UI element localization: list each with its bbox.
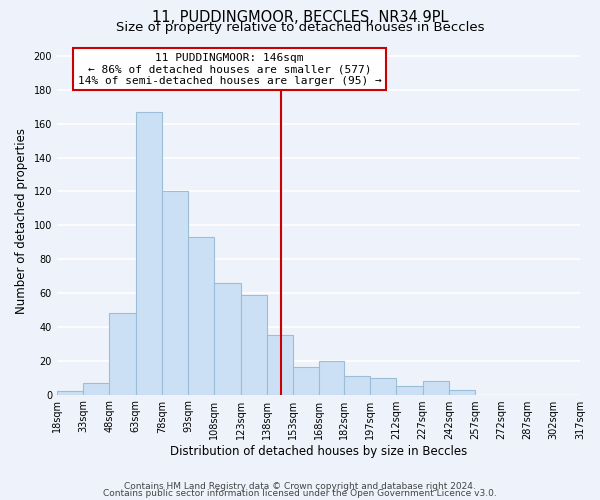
Text: Size of property relative to detached houses in Beccles: Size of property relative to detached ho… (116, 21, 484, 34)
Bar (188, 237, 214, 394)
Text: 11, PUDDINGMOOR, BECCLES, NR34 9PL: 11, PUDDINGMOOR, BECCLES, NR34 9PL (152, 10, 448, 25)
Text: Contains public sector information licensed under the Open Government Licence v3: Contains public sector information licen… (103, 489, 497, 498)
Bar (214, 283, 241, 395)
Bar (267, 336, 293, 394)
Bar (83, 382, 109, 394)
Bar (162, 192, 188, 394)
Bar (370, 378, 397, 394)
Y-axis label: Number of detached properties: Number of detached properties (15, 128, 28, 314)
Bar (136, 112, 162, 395)
Bar (319, 360, 344, 394)
Bar (293, 368, 319, 394)
Bar (241, 294, 267, 394)
Bar (422, 381, 449, 394)
Bar (344, 376, 370, 394)
X-axis label: Distribution of detached houses by size in Beccles: Distribution of detached houses by size … (170, 444, 467, 458)
Bar (449, 390, 475, 394)
Bar (109, 314, 136, 394)
Bar (397, 386, 422, 394)
Text: 11 PUDDINGMOOR: 146sqm
← 86% of detached houses are smaller (577)
14% of semi-de: 11 PUDDINGMOOR: 146sqm ← 86% of detached… (77, 52, 382, 86)
Bar (57, 391, 83, 394)
Text: Contains HM Land Registry data © Crown copyright and database right 2024.: Contains HM Land Registry data © Crown c… (124, 482, 476, 491)
